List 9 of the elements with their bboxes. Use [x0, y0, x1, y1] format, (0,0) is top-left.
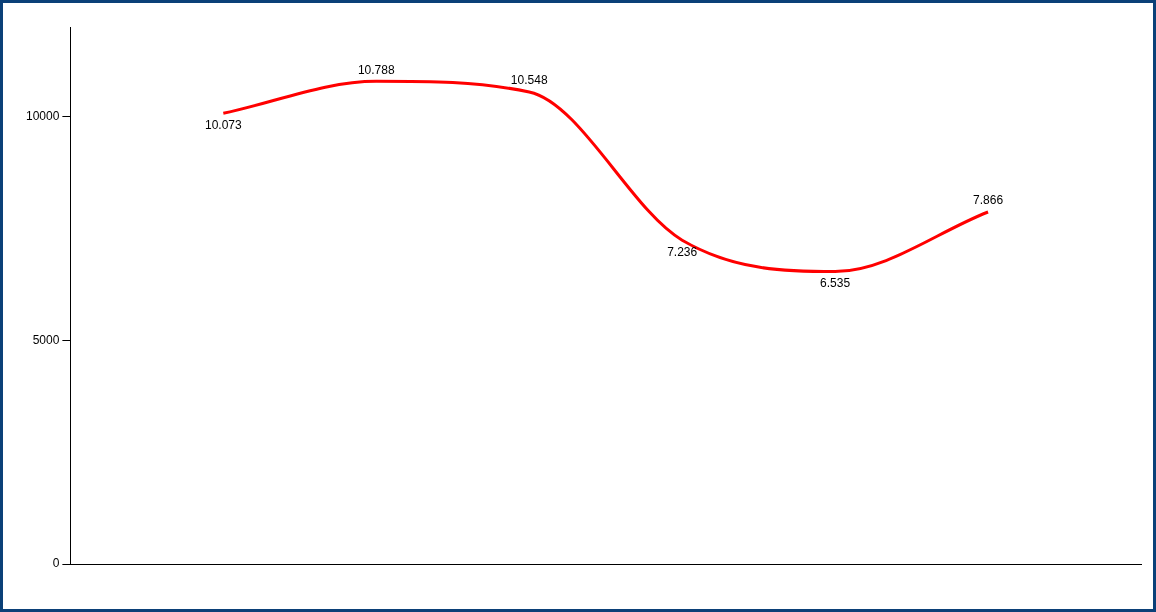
y-tick-label: 10000: [25, 108, 60, 123]
y-tick-label: 5000: [32, 332, 60, 347]
data-label: 10.788: [357, 62, 395, 77]
data-label: 10.548: [510, 73, 548, 88]
data-label: 7.236: [667, 244, 698, 259]
y-tick-label: 0: [52, 556, 60, 571]
data-label: 10.073: [204, 117, 242, 132]
data-label: 7.866: [973, 193, 1004, 208]
data-label: 6.535: [820, 275, 851, 290]
